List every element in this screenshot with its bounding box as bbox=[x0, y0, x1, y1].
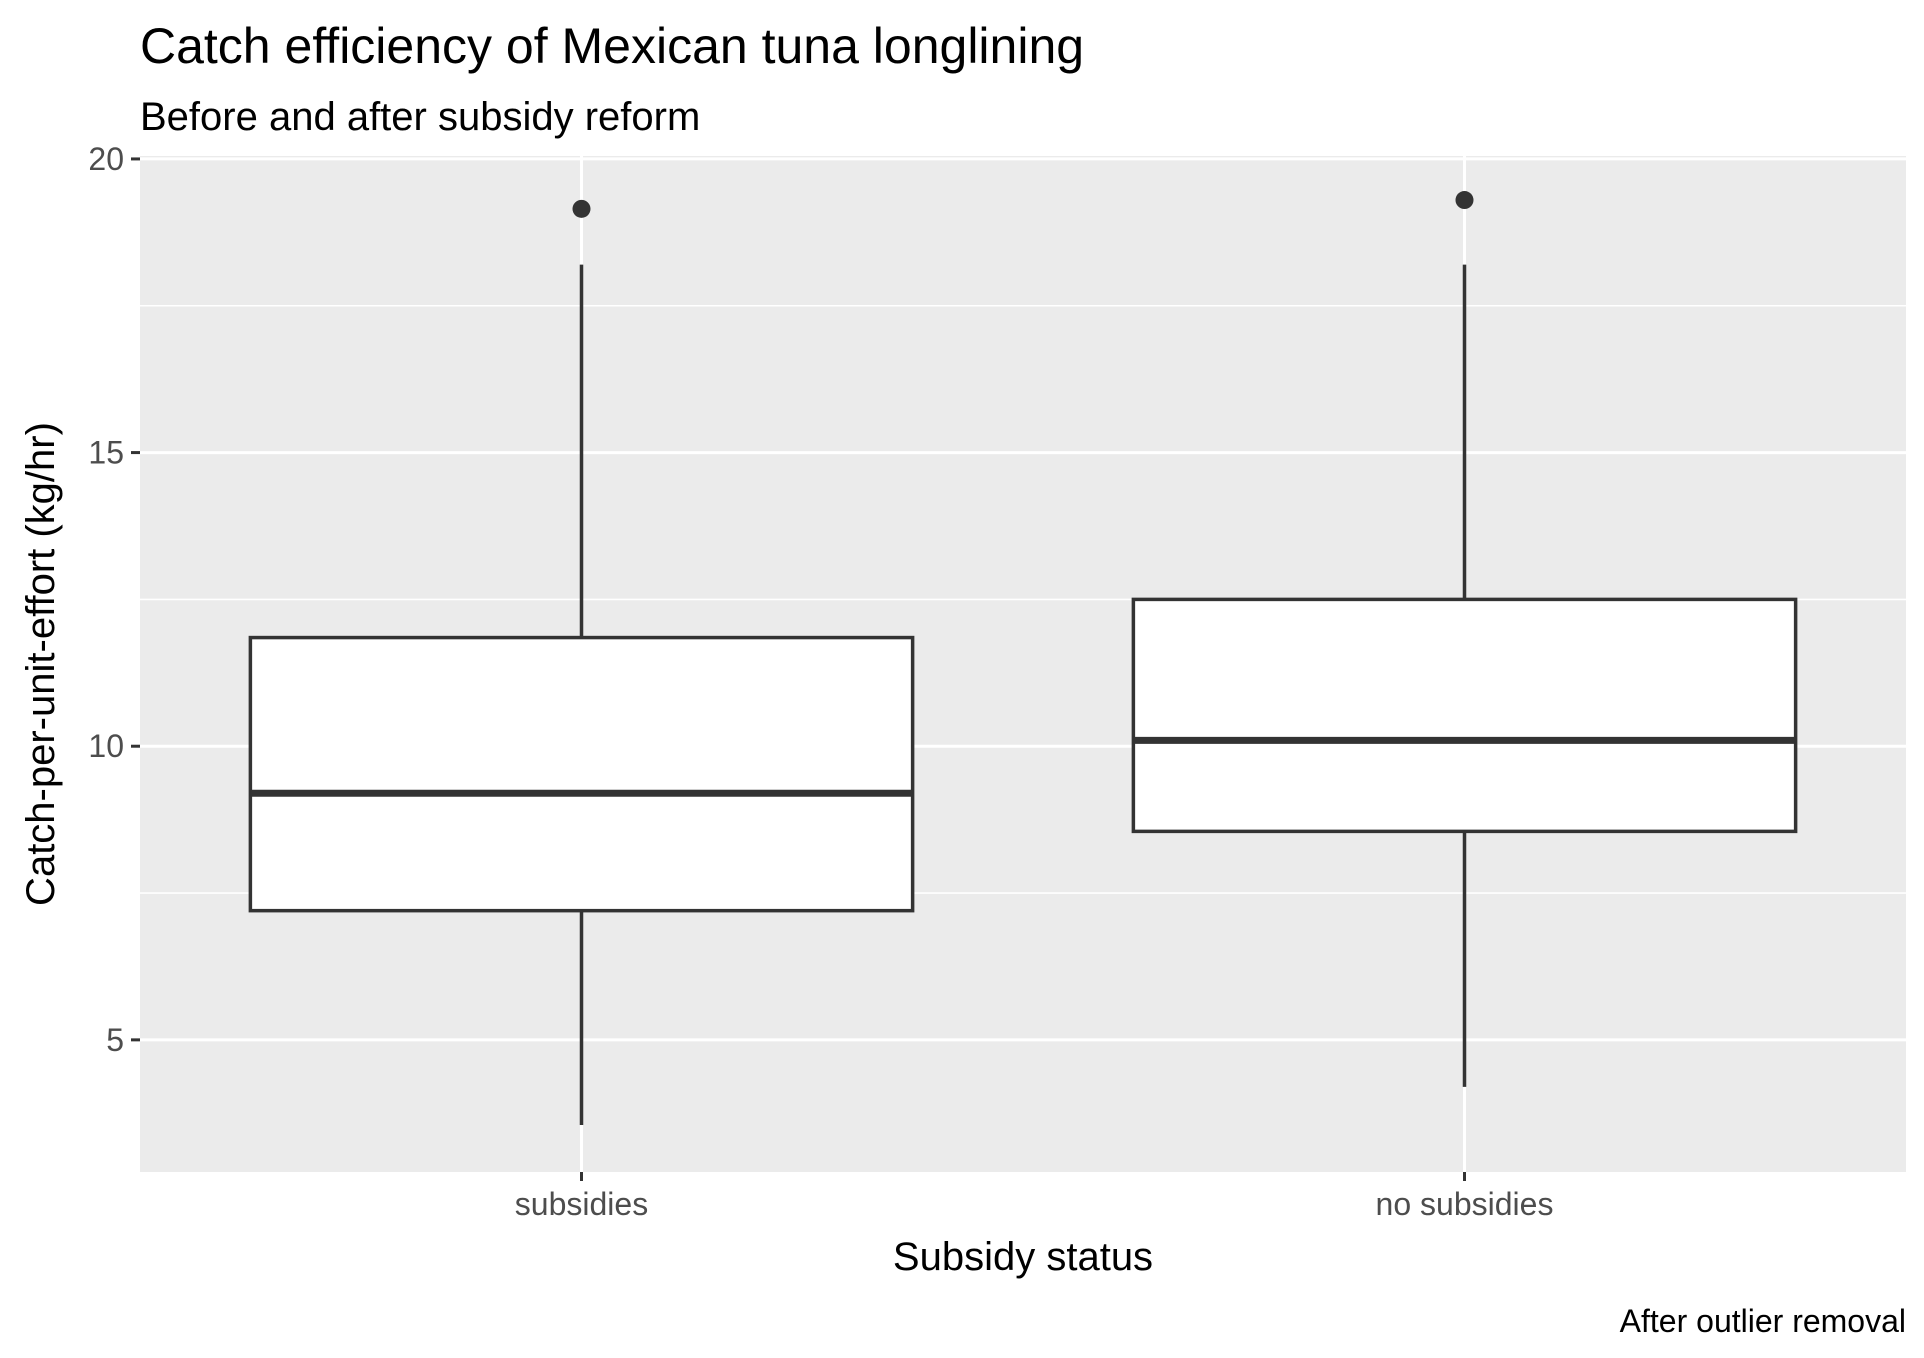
chart-caption: After outlier removal bbox=[1620, 1303, 1906, 1339]
x-tick-label: subsidies bbox=[515, 1186, 648, 1222]
x-axis-title: Subsidy status bbox=[893, 1235, 1153, 1279]
outlier-point bbox=[1455, 191, 1474, 210]
box-subsidies bbox=[248, 199, 915, 1126]
box-body bbox=[248, 635, 915, 913]
chart-subtitle: Before and after subsidy reform bbox=[140, 95, 700, 139]
y-tick-label: 20 bbox=[88, 141, 124, 177]
y-tick-label: 15 bbox=[88, 435, 124, 471]
y-tick-label: 10 bbox=[88, 728, 124, 764]
y-axis-title: Catch-per-unit-effort (kg/hr) bbox=[19, 422, 63, 906]
box-marks bbox=[248, 191, 1798, 1126]
box-no-subsidies bbox=[1131, 191, 1798, 1087]
axes: 5 10 15 20 subsidies no subsidies bbox=[88, 141, 1553, 1222]
outlier-point bbox=[572, 199, 591, 218]
chart-title: Catch efficiency of Mexican tuna longlin… bbox=[140, 18, 1084, 74]
y-tick-label: 5 bbox=[106, 1022, 124, 1058]
x-tick-label: no subsidies bbox=[1376, 1186, 1554, 1222]
box-body bbox=[1131, 597, 1798, 834]
